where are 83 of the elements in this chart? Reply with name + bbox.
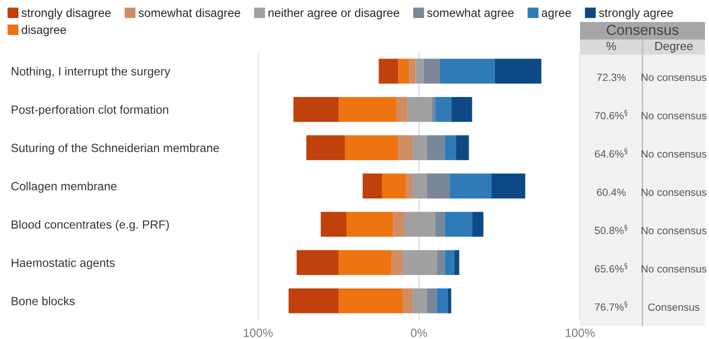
legend-label: strongly disagree <box>22 8 111 20</box>
bar <box>494 58 542 84</box>
bar <box>444 250 454 276</box>
bar <box>392 250 403 276</box>
category-label: Degree <box>655 42 693 53</box>
bar <box>444 212 472 237</box>
text: Consensus <box>606 24 678 36</box>
bar <box>306 135 345 160</box>
bar <box>412 288 428 314</box>
bar <box>436 250 445 276</box>
bar <box>288 288 338 314</box>
bar <box>293 96 338 122</box>
text: 64.6%$^{§}$ <box>594 148 628 158</box>
text: No consensus <box>642 265 706 273</box>
bar <box>416 58 424 84</box>
legend-label: agree <box>542 10 571 20</box>
bar <box>424 58 440 84</box>
bar <box>435 212 445 237</box>
y-tick-label: Post-perforation clot formation <box>12 105 168 116</box>
bar <box>408 96 432 122</box>
x-tick-label: 0% <box>410 328 428 338</box>
y-tick-label: Collagen membrane <box>11 182 117 193</box>
text: 76.7%$^{§}$ <box>594 301 628 311</box>
text: 72.3% <box>597 74 626 82</box>
text: No consensus <box>642 112 706 120</box>
bar <box>338 288 403 314</box>
text: 65.6%$^{§}$ <box>594 262 628 272</box>
y-tick-label: Suturing of the Schneiderian membrane <box>11 143 219 154</box>
bar <box>296 250 338 276</box>
bar <box>404 212 436 237</box>
bar <box>456 135 469 160</box>
bar <box>362 174 382 198</box>
bar <box>396 96 408 122</box>
bar <box>454 250 460 276</box>
legend-label: somewhat agree <box>427 8 514 20</box>
y-tick-label: Haemostatic agents <box>12 258 115 270</box>
bar <box>393 212 405 237</box>
bar <box>402 288 413 314</box>
text: No consensus <box>642 74 706 82</box>
bar <box>344 135 398 160</box>
bar <box>346 212 394 237</box>
bar <box>406 174 413 198</box>
bar <box>435 96 452 122</box>
text: 60.4% <box>597 188 626 196</box>
bar <box>382 174 406 198</box>
bar <box>427 288 437 314</box>
bar <box>338 96 396 122</box>
x-tick-label: 100% <box>244 328 273 338</box>
bar <box>412 174 428 198</box>
bar <box>444 135 456 160</box>
x-tick-label: 100% <box>566 328 595 338</box>
category-label: % <box>606 42 616 50</box>
text: 50.8%$^{§}$ <box>594 224 628 234</box>
bar <box>440 58 495 84</box>
bar <box>378 58 398 84</box>
bar <box>472 212 484 237</box>
y-tick-label: Bone blocks <box>12 296 75 306</box>
bar <box>320 212 347 237</box>
bar <box>398 58 410 84</box>
legend-label: disagree <box>22 25 66 36</box>
bar <box>450 174 492 198</box>
text: 70.6%$^{§}$ <box>594 110 628 120</box>
y-tick-label: Blood concentrates (e.g. PRF) <box>12 220 169 232</box>
bar <box>436 288 448 314</box>
y-tick-label: Nothing, I interrupt the surgery <box>12 66 170 78</box>
text: No consensus <box>642 188 706 196</box>
legend-label: somewhat disagree <box>138 8 240 20</box>
text: No consensus <box>642 150 706 158</box>
bar <box>338 250 392 276</box>
bar <box>451 96 472 122</box>
bar <box>432 96 436 122</box>
bar <box>402 250 437 276</box>
bar <box>427 174 450 198</box>
bar <box>412 135 428 160</box>
text: Consensus <box>648 303 700 311</box>
legend-label: neither agree or disagree <box>268 8 400 20</box>
legend-label: strongly agree <box>598 8 673 20</box>
text: No consensus <box>642 226 706 234</box>
bar <box>448 288 452 314</box>
bar <box>398 135 413 160</box>
bar <box>491 174 526 198</box>
bar <box>409 58 416 84</box>
bar <box>427 135 445 160</box>
